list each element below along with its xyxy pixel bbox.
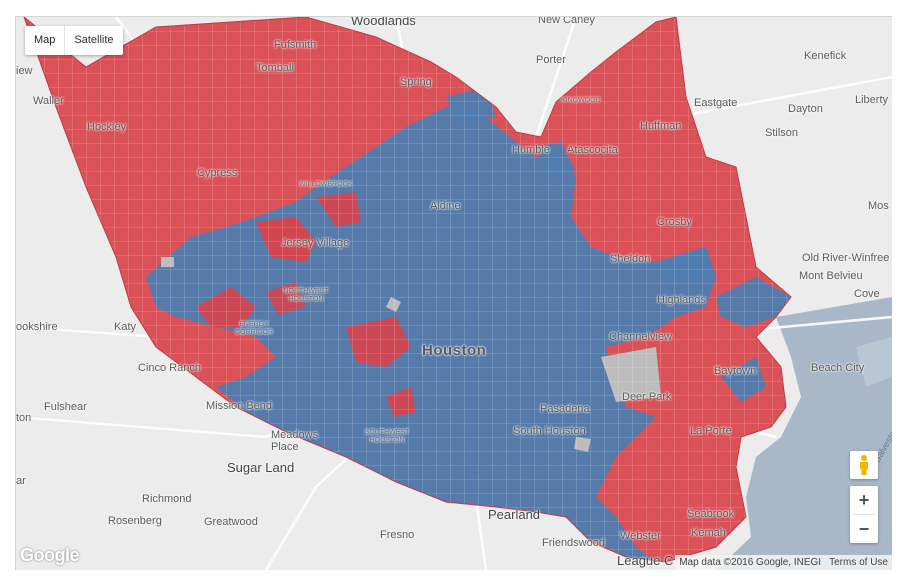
label-hockley: Hockley — [87, 121, 127, 133]
label-kingwood: KINGWOOD — [561, 97, 601, 104]
label-cinco-ranch: Cinco Ranch — [138, 362, 201, 374]
label-porter: Porter — [536, 54, 566, 66]
label-deer-park: Deer Park — [622, 391, 672, 403]
map-frame[interactable]: Woodlands New Caney Fufsmith Tomball Por… — [15, 16, 892, 570]
street-view-pegman-button[interactable] — [850, 451, 878, 479]
label-beach-city: Beach City — [811, 362, 865, 374]
label-cypress: Cypress — [197, 167, 238, 179]
label-seabrook: Seabrook — [687, 508, 735, 520]
map-canvas[interactable] — [16, 17, 892, 570]
label-ton: ton — [16, 412, 32, 424]
label-atascocita: Atascocita — [567, 144, 618, 156]
label-kemah: Kemah — [691, 527, 726, 539]
label-mont-belvieu: Mont Belvieu — [799, 270, 863, 282]
label-mission-bend: Mission Bend — [206, 400, 273, 412]
label-greatwood: Greatwood — [204, 516, 258, 528]
label-huffman: Huffman — [640, 120, 682, 132]
label-sugar-land: Sugar Land — [227, 460, 295, 475]
map-type-control: Map Satellite — [25, 26, 123, 55]
label-rosenberg: Rosenberg — [108, 515, 162, 527]
label-channelview: Channelview — [609, 331, 672, 343]
label-jersey-village: Jersey Village — [281, 237, 350, 249]
attribution-bar: Map data ©2016 Google, INEGI Terms of Us… — [675, 555, 892, 570]
label-energy-corridor: ENERGY CORRIDOR — [234, 321, 274, 336]
label-waller: Waller — [33, 95, 64, 107]
label-stilson: Stilson — [765, 127, 799, 139]
label-meadows-place: Meadows Place — [271, 429, 319, 453]
label-cove: Cove — [854, 288, 880, 300]
map-data-attribution: Map data ©2016 Google, INEGI — [679, 557, 822, 568]
label-south-houston: South Houston — [513, 425, 586, 437]
label-webster: Webster — [620, 530, 661, 542]
label-houston: Houston — [422, 342, 487, 359]
label-willowbrook: WILLOWBROOK — [299, 181, 353, 188]
label-liberty: Liberty — [855, 94, 889, 106]
terms-of-use-link[interactable]: Terms of Use — [829, 557, 888, 568]
label-southwest-houston: SOUTHWEST HOUSTON — [364, 429, 410, 444]
label-pearland: Pearland — [488, 507, 541, 522]
map-type-map-button[interactable]: Map — [34, 34, 56, 46]
zoom-in-button[interactable]: + — [858, 490, 870, 510]
label-ar: ar — [16, 475, 26, 487]
zoom-divider — [854, 514, 874, 515]
label-league-city: League C — [617, 553, 674, 568]
label-woodlands: Woodlands — [351, 16, 416, 28]
label-eastgate: Eastgate — [694, 97, 738, 109]
pegman-icon — [860, 455, 868, 475]
label-pasadena: Pasadena — [540, 403, 590, 415]
label-kenefick: Kenefick — [804, 50, 847, 62]
label-richmond: Richmond — [142, 493, 192, 505]
zoom-control: + − — [850, 486, 878, 543]
zoom-out-button[interactable]: − — [858, 519, 870, 539]
label-katy: Katy — [114, 321, 137, 333]
label-view: iew — [16, 65, 33, 77]
galveston-bay-water — [716, 297, 892, 570]
label-sheldon: Sheldon — [610, 253, 651, 265]
label-dayton: Dayton — [788, 103, 823, 115]
label-old-river: Old River-Winfree — [802, 252, 890, 264]
label-new-caney: New Caney — [538, 16, 595, 26]
label-aldine: Aldine — [430, 200, 461, 212]
label-northwest-houston: NORTHWEST HOUSTON — [283, 288, 329, 303]
label-humble: Humble — [512, 144, 550, 156]
label-fulshear: Fulshear — [44, 401, 87, 413]
label-brookshire: ookshire — [16, 321, 58, 333]
label-baytown: Baytown — [714, 365, 757, 377]
label-fresno: Fresno — [380, 529, 415, 541]
label-highlands: Highlands — [657, 294, 706, 306]
label-friendswood: Friendswood — [542, 537, 605, 549]
label-fufsmith: Fufsmith — [274, 39, 317, 51]
google-logo[interactable]: Google — [20, 545, 80, 565]
map-type-satellite-button[interactable]: Satellite — [64, 26, 122, 55]
label-spring: Spring — [400, 76, 432, 88]
label-mos: Mos — [868, 200, 889, 212]
label-crosby: Crosby — [657, 216, 692, 228]
label-tomball: Tomball — [256, 62, 294, 74]
label-la-porte: La Porte — [690, 425, 732, 437]
